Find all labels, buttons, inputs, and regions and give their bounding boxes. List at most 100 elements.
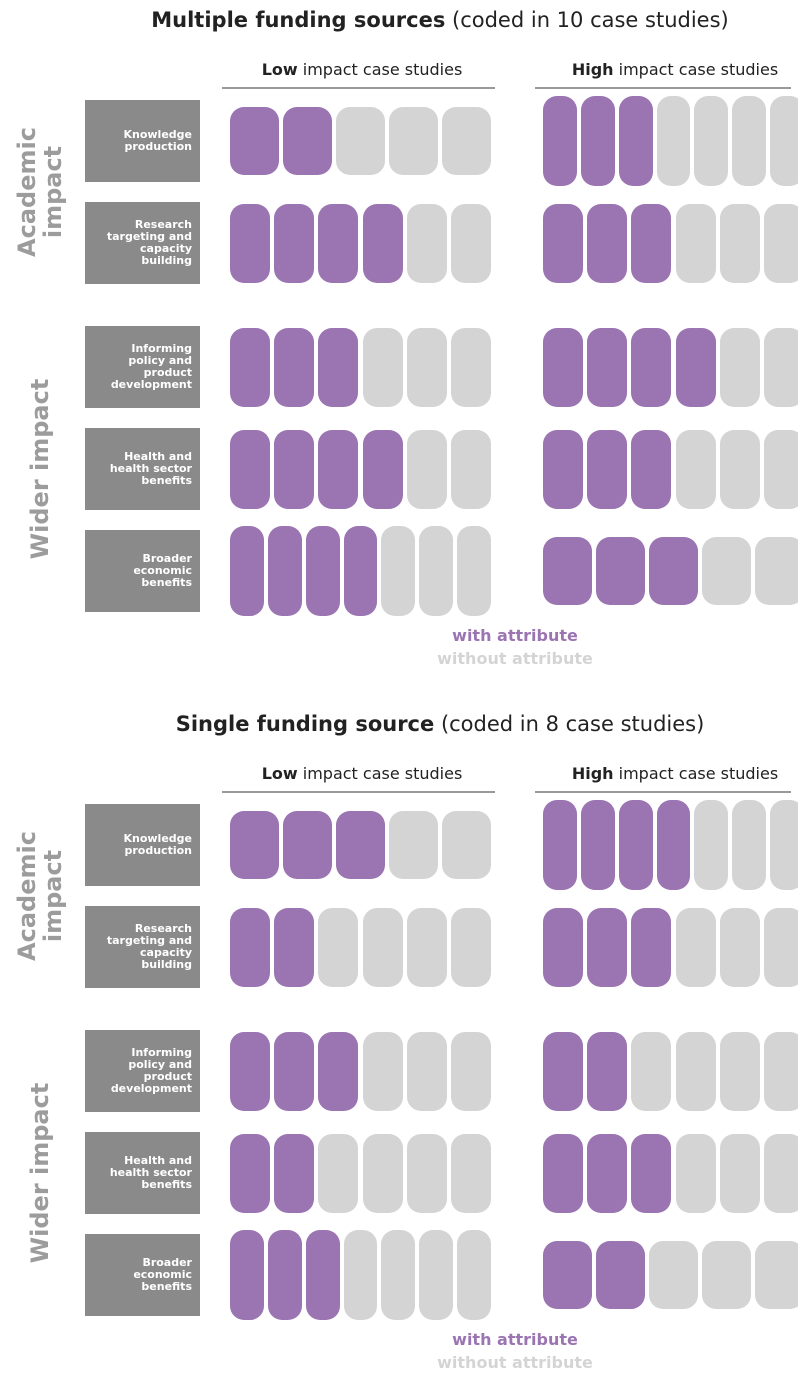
unit-without	[719, 429, 760, 509]
unit-without	[318, 1133, 359, 1213]
unit-without	[719, 203, 760, 283]
unit-without	[362, 1133, 403, 1213]
unit-with	[618, 800, 653, 890]
column-name: Low	[261, 764, 298, 783]
legend-with: with attribute	[452, 1330, 578, 1349]
unit-without	[770, 800, 798, 890]
group-label: Academic impact	[13, 831, 67, 961]
unit-without	[442, 811, 491, 879]
unit-without	[763, 203, 798, 283]
group-label: Wider impact	[26, 378, 54, 560]
unit-with	[283, 107, 332, 175]
unit-with	[543, 203, 584, 283]
unit-without	[406, 1133, 447, 1213]
unit-without	[770, 96, 798, 186]
unit-without	[450, 1133, 491, 1213]
legend-without: without attribute	[437, 649, 593, 668]
unit-without	[702, 1241, 751, 1309]
unit-without	[763, 1133, 798, 1213]
unit-with	[543, 1133, 584, 1213]
unit-without	[318, 907, 359, 987]
unit-with	[587, 203, 628, 283]
unit-without	[450, 907, 491, 987]
unit-without	[450, 327, 491, 407]
column-label: impact case studies	[302, 764, 463, 783]
unit-with	[580, 800, 615, 890]
column-name: High	[571, 764, 614, 783]
group-label: Academic impact	[13, 127, 67, 257]
unit-without	[763, 327, 798, 407]
legend-with: with attribute	[452, 626, 578, 645]
unit-without	[675, 203, 716, 283]
unit-with	[362, 203, 403, 283]
unit-without	[675, 429, 716, 509]
unit-with	[631, 1133, 672, 1213]
unit-with	[631, 327, 672, 407]
unit-without	[450, 429, 491, 509]
unit-with	[318, 203, 359, 283]
unit-without	[763, 907, 798, 987]
unit-with	[230, 907, 271, 987]
unit-with	[274, 203, 315, 283]
unit-with	[318, 327, 359, 407]
unit-without	[763, 429, 798, 509]
unit-with	[587, 429, 628, 509]
unit-with	[318, 429, 359, 509]
unit-with	[675, 327, 716, 407]
unit-with	[230, 526, 264, 616]
unit-with	[305, 1230, 340, 1320]
unit-with	[656, 800, 691, 890]
row-label: Knowledge production	[85, 100, 200, 182]
header-rule	[535, 87, 791, 89]
unit-with	[283, 811, 332, 879]
unit-with	[587, 1031, 628, 1111]
unit-with	[305, 526, 340, 616]
row-label: Informing policy and product development	[85, 326, 200, 408]
unit-with	[230, 1133, 271, 1213]
column-header: High impact case studies	[572, 60, 778, 79]
unit-without	[719, 907, 760, 987]
row-label: Research targeting and capacity building	[85, 906, 200, 988]
unit-without	[694, 800, 729, 890]
legend-without: without attribute	[437, 1353, 593, 1372]
unit-without	[442, 107, 491, 175]
unit-with	[274, 1133, 315, 1213]
title-rest: (coded in 8 case studies)	[440, 712, 705, 736]
unit-with	[318, 1031, 359, 1111]
panel-title: Multiple funding sources (coded in 10 ca…	[151, 8, 728, 32]
unit-with	[618, 96, 653, 186]
unit-without	[419, 526, 454, 616]
row-label: Broader economic benefits	[85, 1234, 200, 1316]
row-label: Research targeting and capacity building	[85, 202, 200, 284]
unit-with	[631, 203, 672, 283]
unit-without	[719, 1133, 760, 1213]
unit-with	[543, 1241, 592, 1309]
unit-without	[755, 537, 798, 605]
unit-without	[406, 327, 447, 407]
unit-without	[343, 1230, 378, 1320]
unit-with	[649, 537, 698, 605]
unit-with	[543, 96, 577, 186]
unit-without	[450, 1031, 491, 1111]
title-bold: Multiple funding sources	[151, 8, 446, 32]
column-name: High	[571, 60, 614, 79]
unit-with	[230, 811, 279, 879]
unit-without	[362, 907, 403, 987]
unit-with	[230, 429, 271, 509]
unit-without	[694, 96, 729, 186]
unit-without	[406, 1031, 447, 1111]
row-label: Broader economic benefits	[85, 530, 200, 612]
unit-without	[406, 907, 447, 987]
unit-without	[763, 1031, 798, 1111]
unit-without	[457, 1230, 491, 1320]
unit-without	[732, 96, 767, 186]
unit-with	[596, 537, 645, 605]
unit-without	[362, 327, 403, 407]
unit-with	[230, 1230, 264, 1320]
unit-with	[543, 800, 577, 890]
header-rule	[535, 791, 791, 793]
unit-without	[406, 203, 447, 283]
unit-without	[631, 1031, 672, 1111]
unit-with	[587, 327, 628, 407]
unit-with	[631, 907, 672, 987]
